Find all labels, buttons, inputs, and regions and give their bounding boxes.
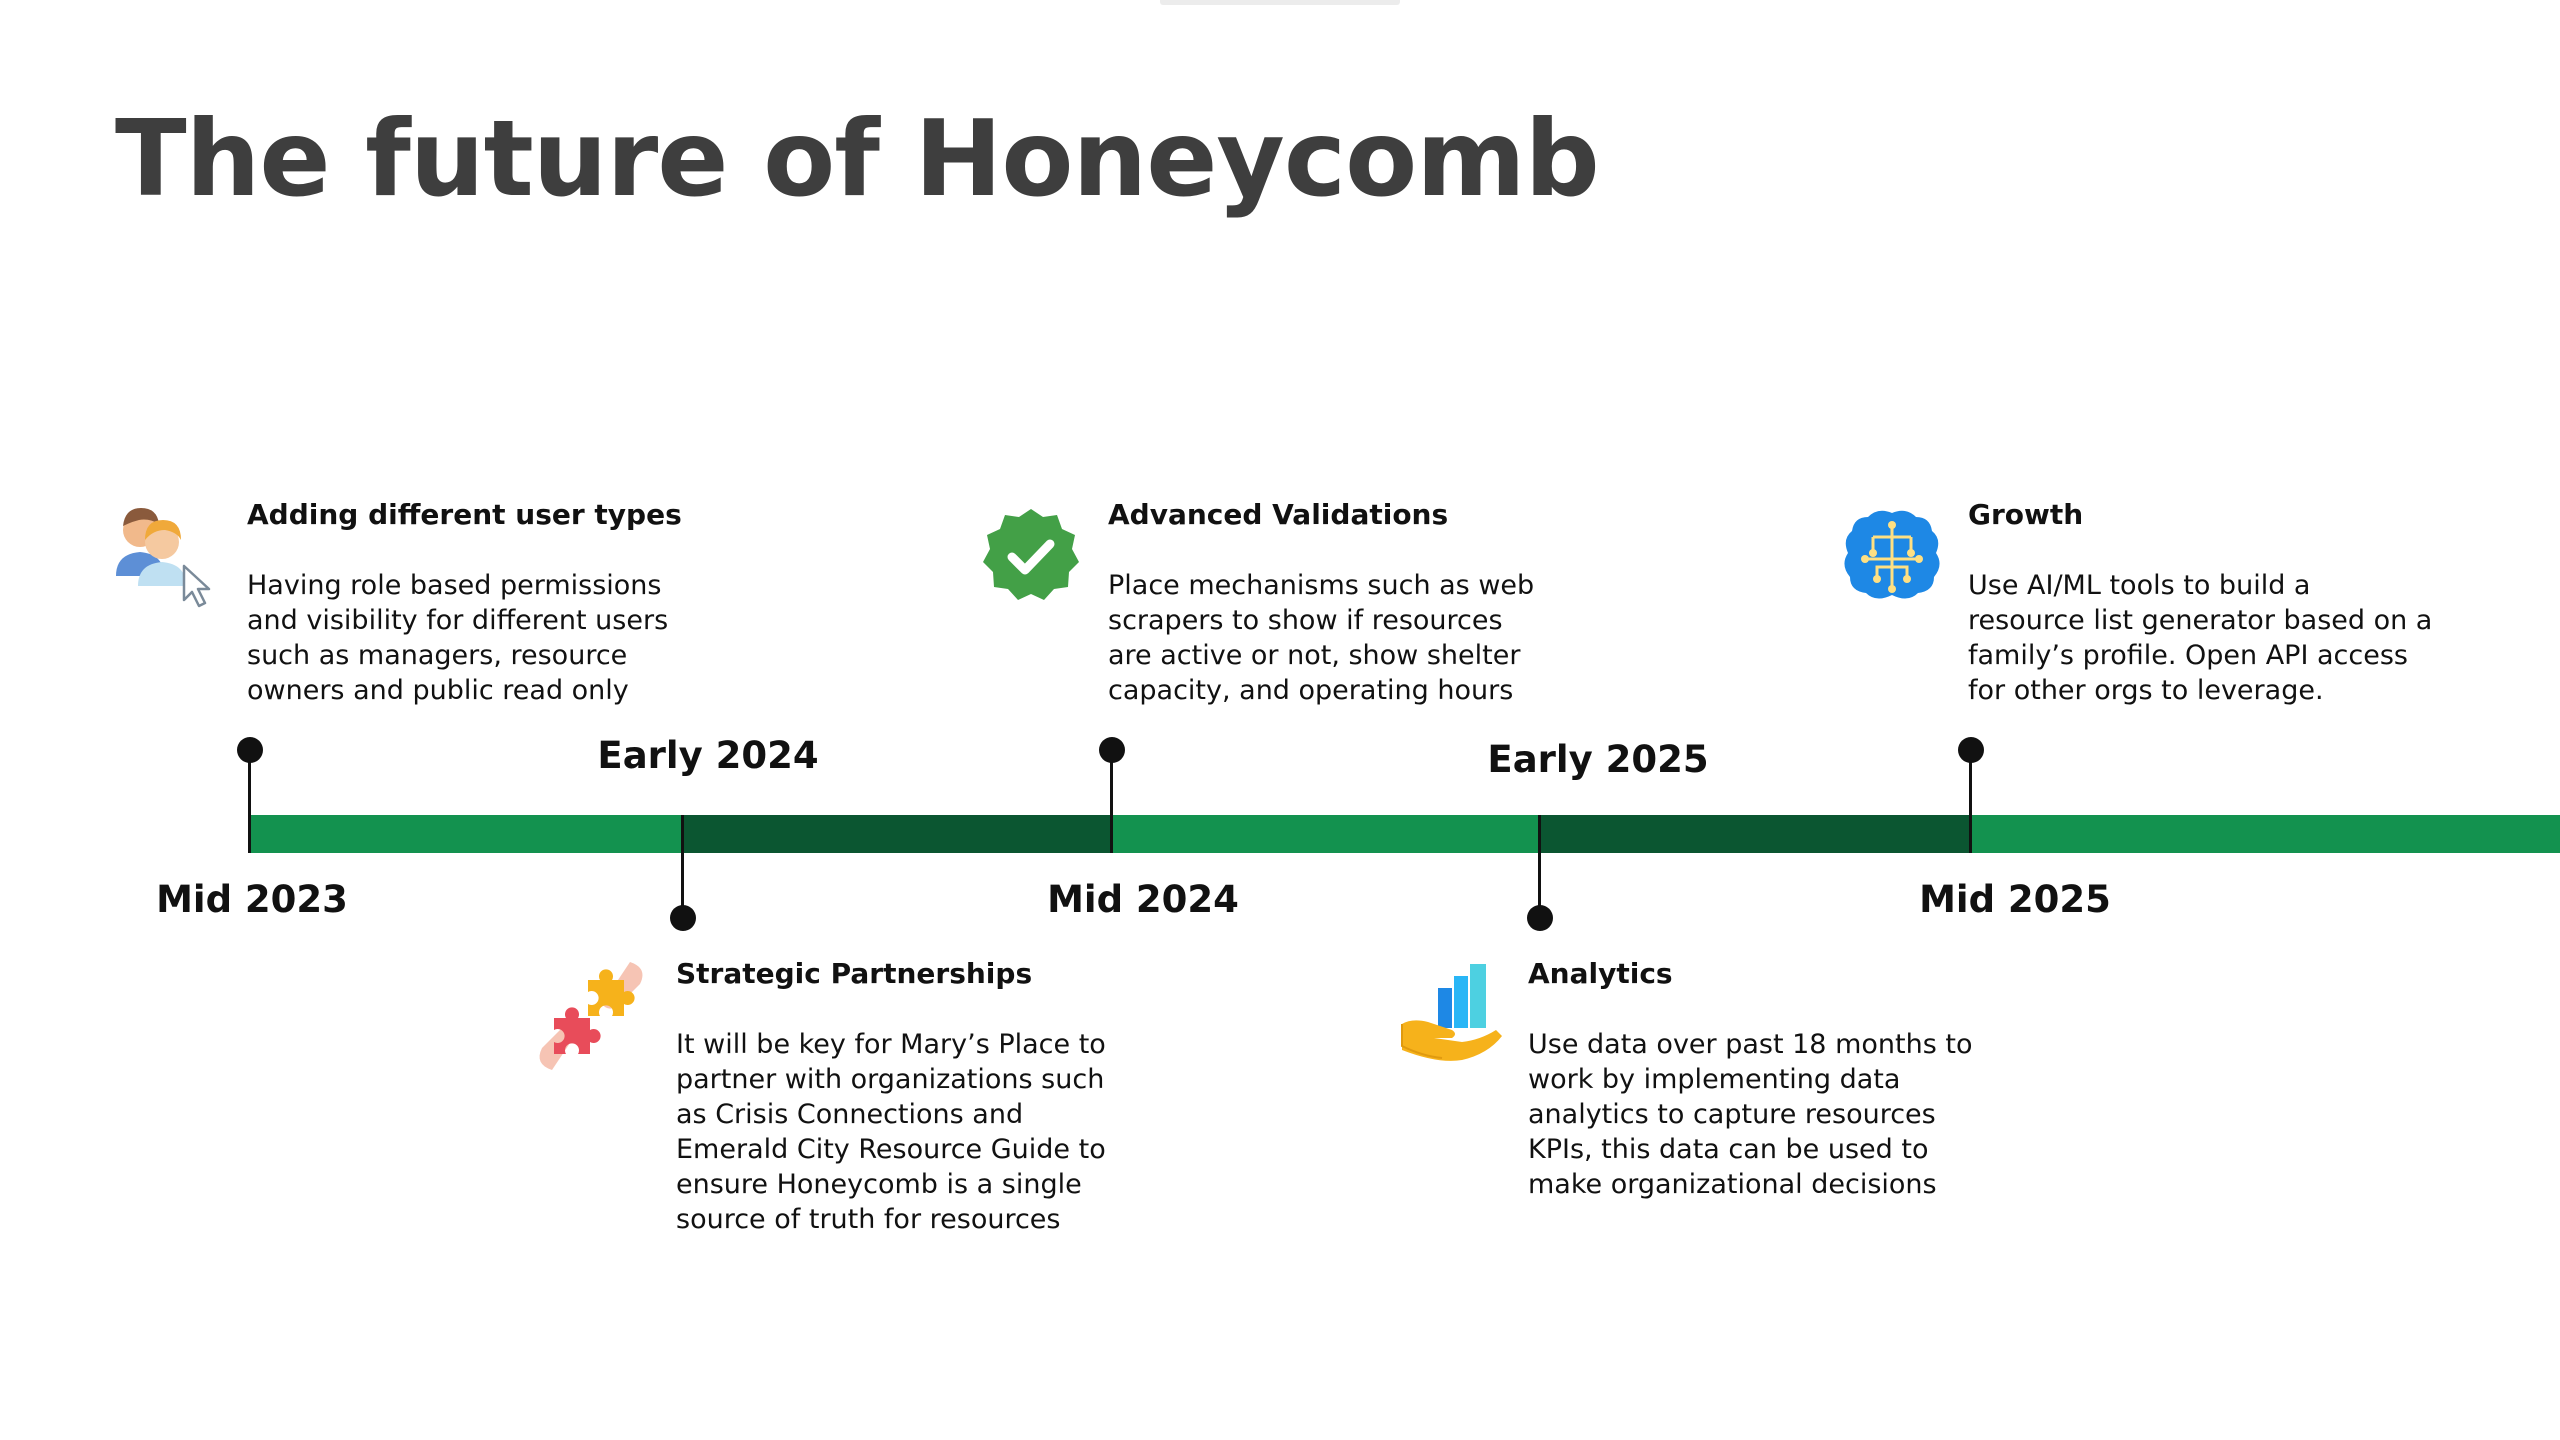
milestone-description: It will be key for Mary’s Place to partn… — [676, 1029, 1106, 1235]
period-label-early-2025: Early 2025 — [1487, 738, 1709, 781]
marker-stem — [248, 750, 251, 853]
marker-dot — [670, 905, 696, 931]
milestone-title: Advanced Validations — [1108, 498, 1449, 531]
marker-dot — [237, 737, 263, 763]
milestone-card: Analytics Use data over past 18 months t… — [1528, 957, 2048, 1202]
ai-brain-icon — [1843, 507, 1941, 605]
marker-dot — [1099, 737, 1125, 763]
puzzle-icon — [532, 958, 650, 1072]
milestone-title: Strategic Partnerships — [676, 957, 1033, 990]
page-title: The future of Honeycomb — [115, 98, 1600, 220]
timeline-track-segment — [1970, 815, 2560, 853]
period-label-mid-2025: Mid 2025 — [1919, 878, 2111, 921]
period-label-mid-2023: Mid 2023 — [156, 878, 348, 921]
users-icon — [112, 500, 220, 612]
milestone-description: Having role based permissions and visibi… — [247, 570, 669, 706]
milestone-description: Use data over past 18 months to work by … — [1528, 1029, 1973, 1200]
milestone-description: Use AI/ML tools to build a resource list… — [1968, 570, 2433, 706]
milestone-title: Adding different user types — [247, 498, 682, 531]
top-scroll-indicator — [1160, 0, 1400, 5]
marker-stem — [1538, 815, 1541, 918]
period-label-mid-2024: Mid 2024 — [1047, 878, 1239, 921]
marker-dot — [1958, 737, 1984, 763]
milestone-card: Growth Use AI/ML tools to build a resour… — [1968, 498, 2488, 708]
period-label-early-2024: Early 2024 — [597, 734, 819, 777]
marker-stem — [681, 815, 684, 918]
milestone-card: Advanced Validations Place mechanisms su… — [1108, 498, 1628, 708]
milestone-description: Place mechanisms such as web scrapers to… — [1108, 570, 1535, 706]
verified-check-icon — [982, 507, 1080, 605]
milestone-title: Growth — [1968, 498, 2084, 531]
timeline-track-segment — [682, 815, 1112, 853]
marker-stem — [1110, 750, 1113, 853]
timeline-track-segment — [1112, 815, 1540, 853]
marker-dot — [1527, 905, 1553, 931]
timeline-track-segment — [248, 815, 682, 853]
marker-stem — [1969, 750, 1972, 853]
analytics-icon — [1400, 962, 1506, 1064]
milestone-card: Strategic Partnerships It will be key fo… — [676, 957, 1196, 1237]
timeline-track-segment — [1540, 815, 1970, 853]
milestone-title: Analytics — [1528, 957, 1673, 990]
milestone-card: Adding different user types Having role … — [247, 498, 767, 708]
